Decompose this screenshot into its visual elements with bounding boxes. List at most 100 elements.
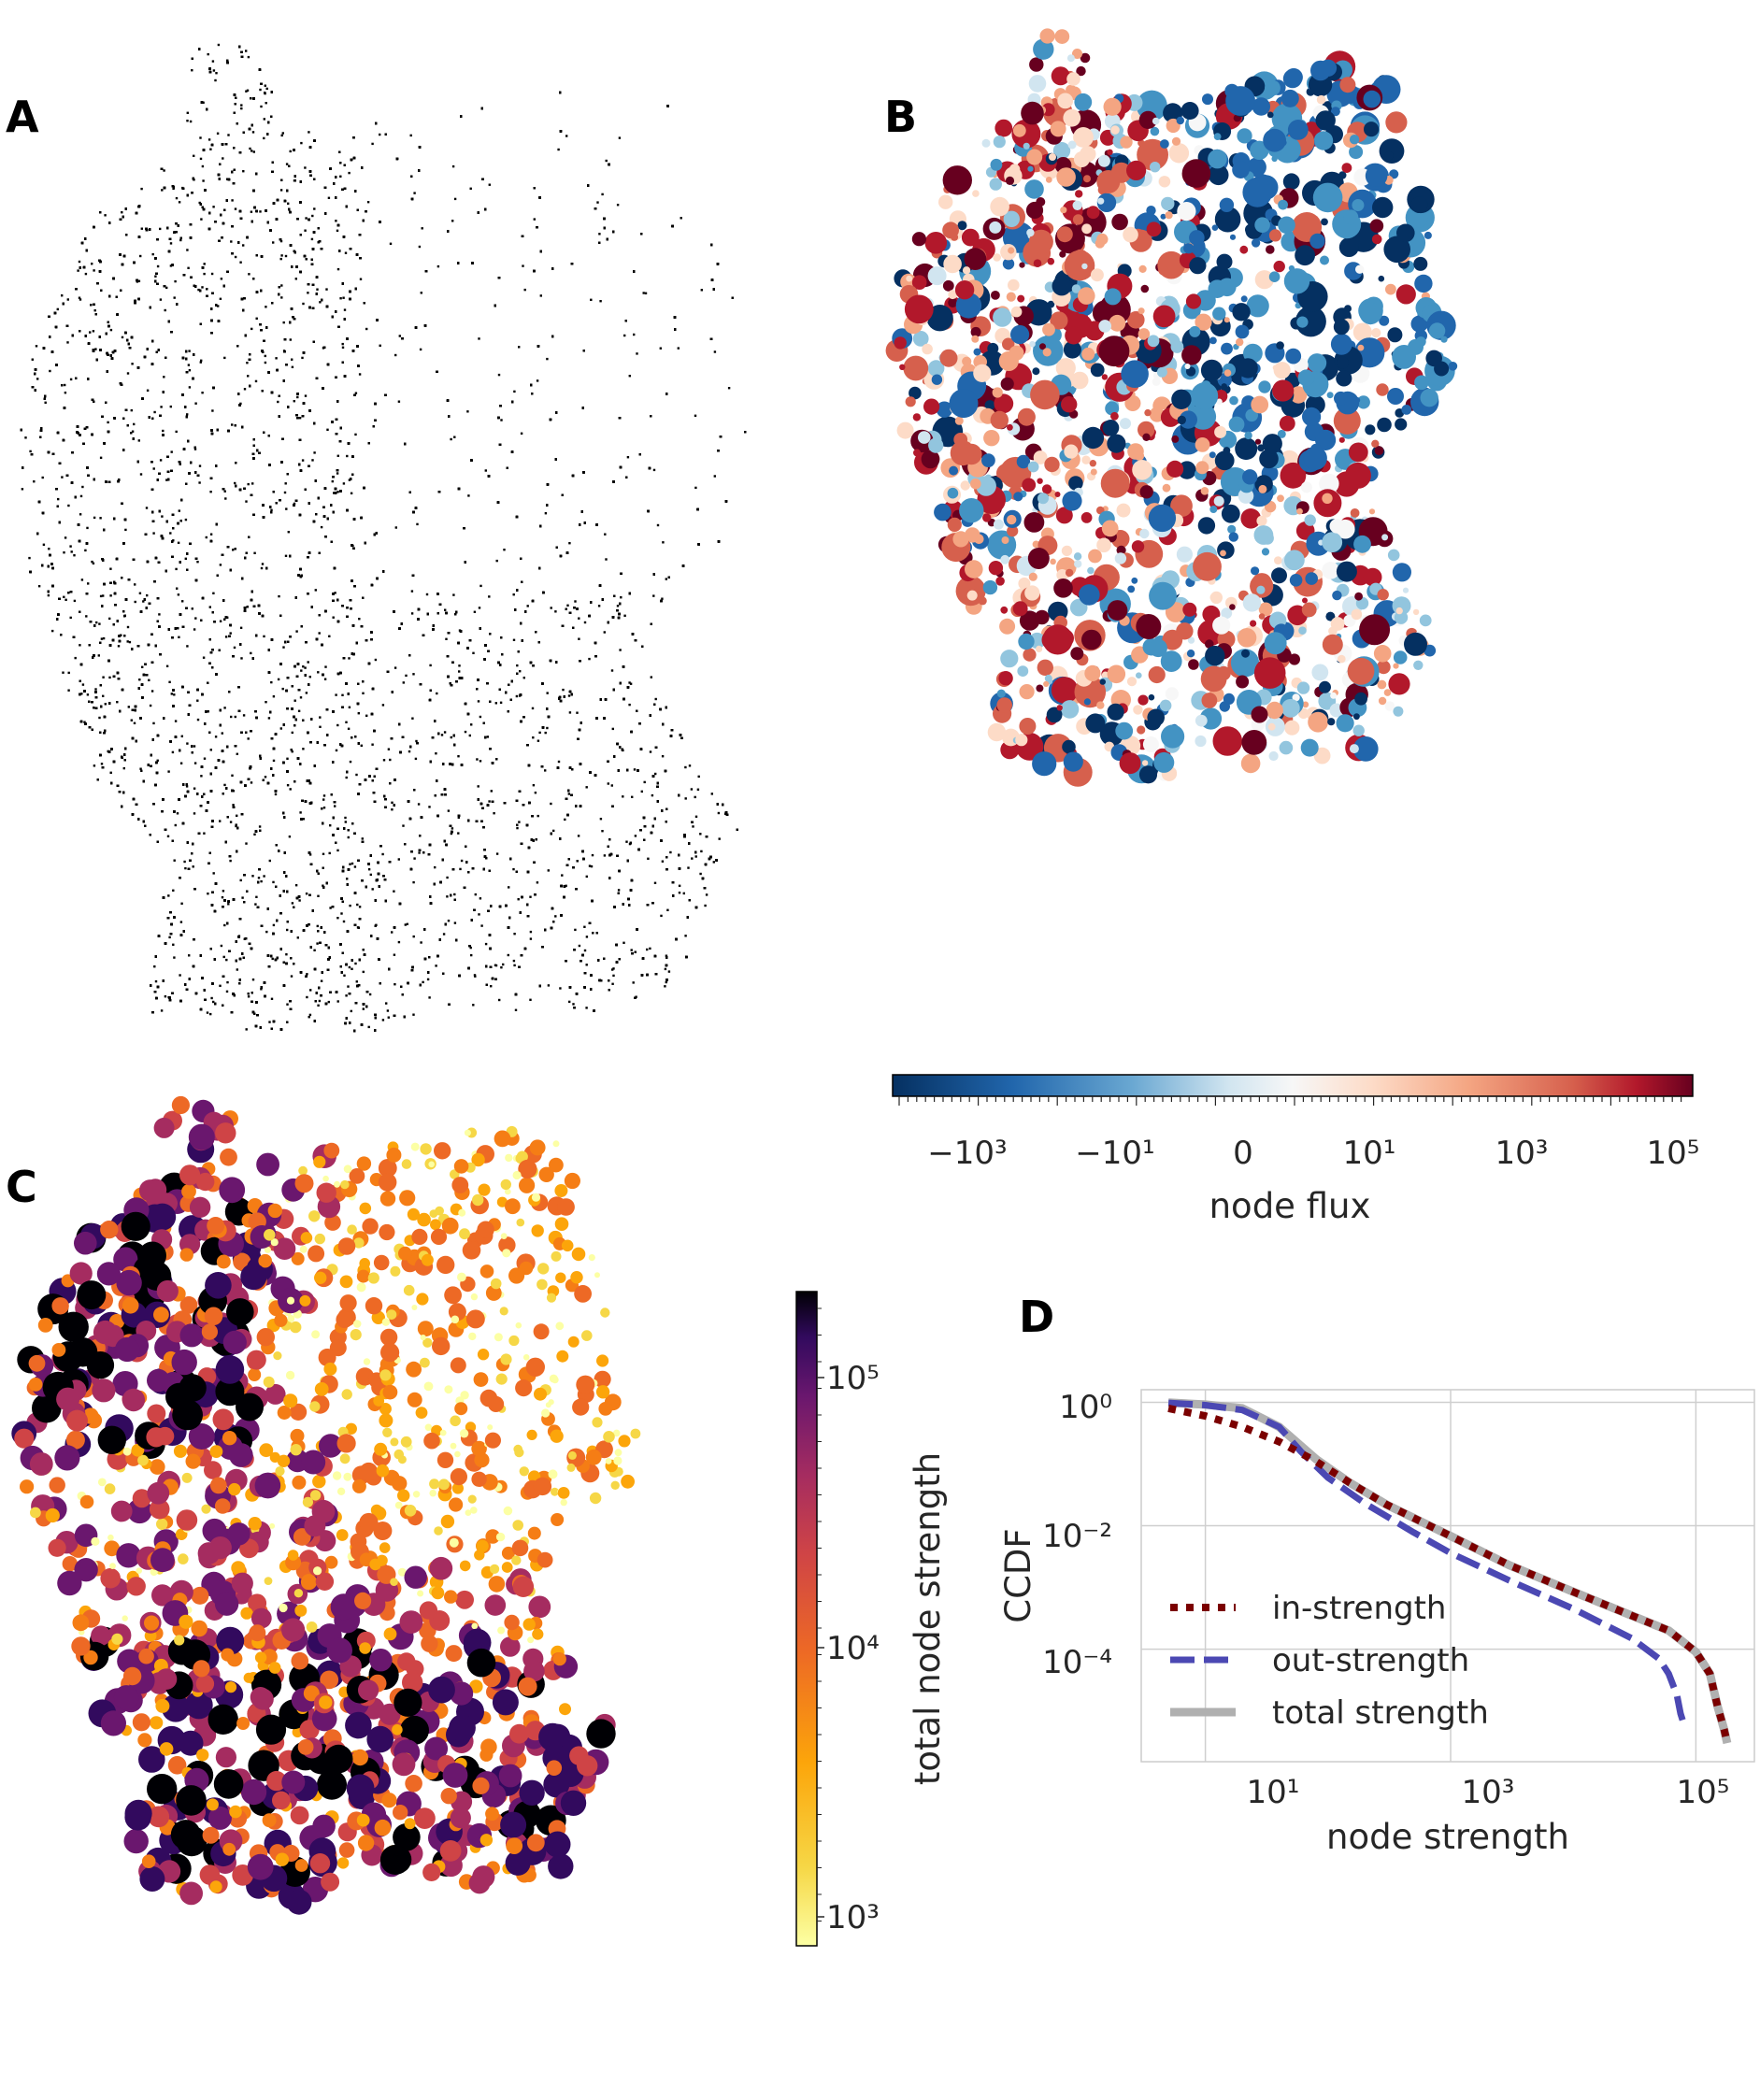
node-dot bbox=[490, 985, 493, 988]
node-dot bbox=[94, 688, 97, 691]
node-dot bbox=[316, 288, 319, 291]
node-dot bbox=[561, 874, 564, 877]
node-dot bbox=[611, 727, 614, 731]
node-dot bbox=[552, 829, 555, 833]
node-dot bbox=[137, 279, 141, 282]
node-dot bbox=[559, 987, 562, 990]
node-dot bbox=[518, 346, 521, 349]
node-dot bbox=[435, 752, 437, 755]
node-dot bbox=[416, 522, 419, 526]
node-dot bbox=[367, 1025, 370, 1029]
node-dot bbox=[186, 413, 189, 416]
node-dot bbox=[348, 657, 351, 660]
node-dot bbox=[459, 867, 462, 871]
node-dot bbox=[344, 821, 347, 823]
node-dot bbox=[612, 974, 615, 978]
node-dot bbox=[596, 201, 599, 204]
node-dot bbox=[184, 866, 187, 870]
node-dot bbox=[512, 867, 515, 871]
node-dot bbox=[350, 492, 353, 494]
node-dot bbox=[576, 711, 579, 714]
node-dot bbox=[661, 860, 665, 863]
node-dot bbox=[467, 494, 470, 497]
node-dot bbox=[169, 242, 173, 245]
node-dot bbox=[203, 272, 206, 276]
node-dot bbox=[191, 69, 193, 72]
node-dot bbox=[209, 749, 212, 751]
node-dot bbox=[193, 448, 197, 450]
node-dot bbox=[583, 925, 586, 928]
node-dot bbox=[713, 475, 716, 478]
node-dot bbox=[341, 342, 344, 346]
node-dot bbox=[140, 187, 143, 191]
node-dot bbox=[333, 492, 336, 494]
node-dot bbox=[629, 682, 633, 685]
node-dot bbox=[288, 836, 292, 838]
node-dot bbox=[206, 1011, 209, 1014]
node-dot bbox=[265, 102, 267, 105]
node-dot bbox=[704, 904, 707, 907]
node-dot bbox=[222, 890, 225, 893]
node-dot bbox=[67, 504, 70, 507]
node-dot bbox=[470, 723, 473, 726]
node-dot bbox=[699, 872, 702, 876]
node-dot bbox=[128, 640, 132, 644]
node-dot bbox=[104, 703, 107, 706]
node-dot bbox=[250, 327, 253, 331]
node-dot bbox=[623, 334, 626, 337]
node-dot bbox=[605, 159, 608, 163]
node-dot bbox=[221, 732, 223, 735]
node-dot bbox=[181, 600, 184, 603]
node-dot bbox=[89, 331, 92, 334]
node-dot bbox=[499, 701, 503, 704]
node-dot bbox=[426, 978, 430, 981]
node-dot bbox=[346, 454, 349, 458]
node-dot bbox=[231, 423, 234, 426]
node-dot bbox=[371, 743, 374, 746]
node-dot bbox=[154, 979, 158, 983]
node-dot bbox=[289, 338, 292, 341]
node-dot bbox=[281, 132, 284, 135]
node-dot bbox=[79, 644, 81, 647]
node-dot bbox=[184, 557, 187, 560]
node-dot bbox=[200, 218, 203, 221]
node-dot bbox=[242, 714, 246, 717]
node-dot bbox=[536, 379, 539, 382]
node-dot bbox=[109, 771, 112, 774]
node-dot bbox=[109, 594, 112, 597]
node-dot bbox=[690, 788, 694, 791]
node-dot bbox=[684, 765, 687, 769]
node-dot bbox=[304, 666, 307, 669]
node-dot bbox=[84, 272, 88, 276]
node-dot bbox=[585, 964, 588, 966]
node-dot bbox=[599, 818, 603, 821]
node-dot bbox=[567, 793, 570, 795]
node-dot bbox=[718, 837, 721, 840]
node-dot bbox=[130, 408, 133, 412]
node-dot bbox=[196, 561, 199, 564]
node-dot bbox=[257, 877, 261, 879]
node-dot bbox=[349, 904, 351, 907]
node-dot bbox=[188, 350, 191, 352]
node-dot bbox=[235, 823, 237, 826]
node-dot bbox=[219, 297, 222, 300]
node-dot bbox=[282, 646, 285, 649]
node-dot bbox=[473, 974, 477, 977]
node-dot bbox=[309, 989, 312, 992]
node-dot bbox=[336, 267, 340, 271]
node-dot bbox=[464, 730, 467, 734]
node-dot bbox=[61, 476, 64, 479]
node-dot bbox=[61, 294, 64, 297]
node-dot bbox=[406, 922, 408, 925]
node-dot bbox=[186, 742, 189, 745]
node-dot bbox=[326, 428, 329, 431]
node-dot bbox=[611, 968, 614, 971]
node-dot bbox=[630, 949, 633, 951]
node-dot bbox=[162, 429, 165, 433]
node-dot bbox=[189, 120, 193, 123]
node-dot bbox=[165, 286, 168, 290]
node-dot bbox=[134, 583, 136, 586]
node-dot bbox=[336, 1000, 339, 1003]
node-dot bbox=[67, 671, 70, 675]
node-dot bbox=[583, 949, 587, 952]
